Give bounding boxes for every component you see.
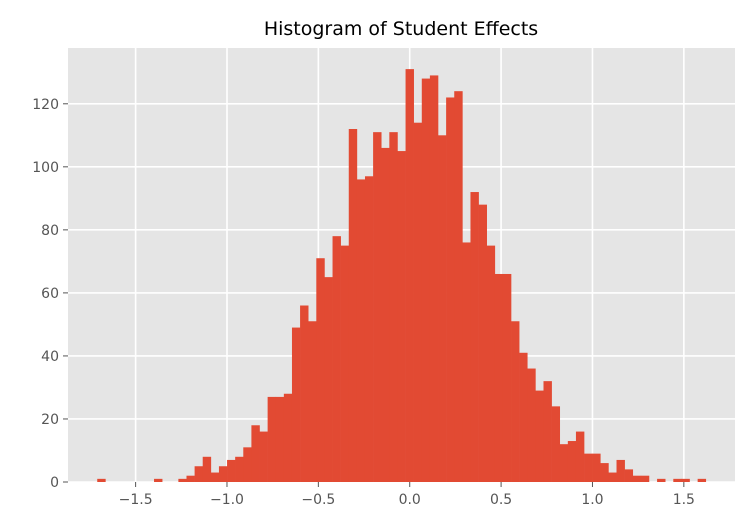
histogram-bar xyxy=(218,466,228,482)
histogram-bar xyxy=(640,475,650,482)
histogram-bar xyxy=(446,97,455,482)
histogram-bar xyxy=(243,447,252,482)
histogram-bar xyxy=(356,179,366,482)
histogram-bar xyxy=(413,122,423,482)
y-tick-label: 0 xyxy=(50,475,59,491)
histogram-bar xyxy=(681,478,690,482)
histogram-bar xyxy=(340,245,350,482)
histogram-bar xyxy=(608,472,617,482)
histogram-bar xyxy=(332,236,341,482)
x-axis: −1.5 −1.0 −0.5 0.0 0.5 1.0 1.5 xyxy=(119,482,695,508)
histogram-bar xyxy=(275,396,285,482)
histogram-bar xyxy=(291,327,301,482)
histogram-bar xyxy=(178,478,187,482)
histogram-bar xyxy=(251,425,260,482)
y-tick-label: 80 xyxy=(41,223,59,239)
histogram-bar xyxy=(154,478,163,482)
histogram-bar xyxy=(527,368,536,482)
histogram-bar xyxy=(470,192,479,482)
y-tick-label: 40 xyxy=(41,349,59,365)
histogram-bar xyxy=(551,406,561,482)
histogram-bar xyxy=(259,431,268,482)
histogram-bar xyxy=(454,91,463,482)
x-tick-label: 0.5 xyxy=(490,492,512,508)
histogram-bar xyxy=(543,381,552,482)
histogram-bar xyxy=(486,245,496,482)
histogram-bar xyxy=(624,469,634,482)
histogram-bar xyxy=(616,459,625,482)
histogram-bar xyxy=(348,129,358,482)
histogram-bar xyxy=(316,258,325,482)
histogram-bar xyxy=(364,176,374,483)
histogram-bar xyxy=(300,305,309,482)
y-tick-label: 120 xyxy=(32,97,59,113)
histogram-bar xyxy=(567,441,577,482)
histogram-bars xyxy=(97,69,707,483)
histogram-bar xyxy=(575,431,585,482)
histogram-bar xyxy=(405,69,414,483)
histogram-bar xyxy=(381,147,390,482)
x-tick-label: −0.5 xyxy=(301,492,335,508)
histogram-bar xyxy=(478,204,487,482)
histogram-bar xyxy=(502,273,512,482)
histogram-bar xyxy=(267,396,277,482)
histogram-bar xyxy=(429,75,439,483)
histogram-bar xyxy=(389,132,398,482)
x-tick-label: 1.0 xyxy=(581,492,603,508)
histogram-bar xyxy=(227,459,236,482)
histogram-bar xyxy=(397,151,406,483)
histogram-bar xyxy=(186,475,195,482)
histogram-bar xyxy=(97,478,106,482)
histogram-bar xyxy=(511,321,520,482)
x-tick-label: −1.0 xyxy=(210,492,244,508)
histogram-bar xyxy=(584,453,593,482)
histogram-bar xyxy=(462,242,471,482)
histogram-bar xyxy=(632,475,642,482)
histogram-bar xyxy=(438,135,447,482)
histogram-bar xyxy=(202,456,212,482)
histogram-bar xyxy=(324,277,333,482)
x-tick-label: 1.5 xyxy=(673,492,695,508)
histogram-bar xyxy=(600,463,609,482)
histogram-bar xyxy=(697,478,707,482)
histogram-bar xyxy=(308,321,317,482)
histogram-bar xyxy=(210,472,220,482)
histogram-bar xyxy=(519,352,528,482)
chart-title: Histogram of Student Effects xyxy=(264,18,538,40)
y-axis: 0 20 40 60 80 100 120 xyxy=(32,97,68,491)
y-tick-label: 20 xyxy=(41,412,59,428)
histogram-bar xyxy=(592,453,601,482)
x-tick-label: 0.0 xyxy=(399,492,421,508)
y-tick-label: 100 xyxy=(32,160,59,176)
histogram-bar xyxy=(673,478,682,482)
histogram-bar xyxy=(494,273,504,482)
histogram-bar xyxy=(283,393,293,482)
histogram-bar xyxy=(373,132,382,482)
histogram-bar xyxy=(235,456,244,482)
histogram-bar xyxy=(657,478,666,482)
x-tick-label: −1.5 xyxy=(119,492,153,508)
histogram-bar xyxy=(535,390,544,482)
y-tick-label: 60 xyxy=(41,286,59,302)
histogram-bar xyxy=(421,78,431,482)
histogram-bar xyxy=(194,466,204,482)
histogram-bar xyxy=(559,444,569,482)
